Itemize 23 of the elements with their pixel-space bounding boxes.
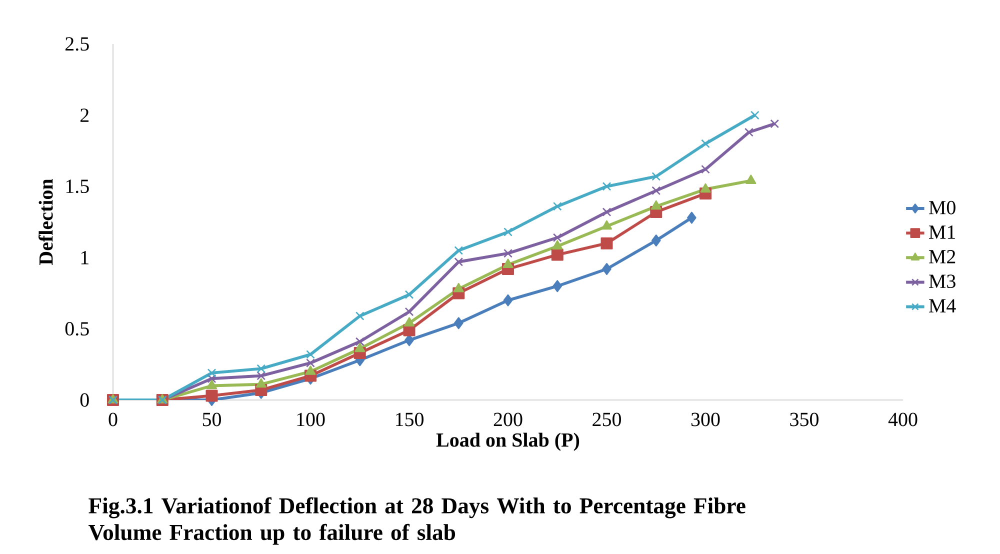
x-tick-label: 100 <box>297 412 325 426</box>
x-tick-label: 200 <box>494 412 522 426</box>
y-tick-label: 0 <box>80 393 89 407</box>
y-axis-title: Deflection <box>38 178 53 265</box>
legend-label: M3 <box>929 274 956 288</box>
legend-label: M1 <box>929 226 955 239</box>
x-tick-label: 350 <box>790 412 818 426</box>
y-tick-label: 2 <box>80 108 89 122</box>
legend-label: M4 <box>929 299 956 312</box>
legend-label: M0 <box>929 200 956 214</box>
x-tick-label: 250 <box>592 412 621 426</box>
x-tick-label: 50 <box>202 412 221 426</box>
x-tick-label: 300 <box>691 412 720 426</box>
x-tick-label: 0 <box>108 412 118 426</box>
y-tick-label: 1.5 <box>66 180 89 194</box>
legend-label: M2 <box>929 250 956 264</box>
y-tick-label: 0.5 <box>65 322 89 336</box>
x-tick-label: 150 <box>396 412 424 426</box>
y-tick-label: 2.5 <box>66 37 89 51</box>
y-tick-label: 1 <box>81 251 88 264</box>
x-axis-title: Load on Slab (P) <box>436 432 580 451</box>
caption: Fig.3.1 Variationof Deflection at 28 Days With to Percentage Fibre Volume Fraction up to failure of slab <box>88 497 746 545</box>
x-tick-label: 400 <box>888 412 918 426</box>
